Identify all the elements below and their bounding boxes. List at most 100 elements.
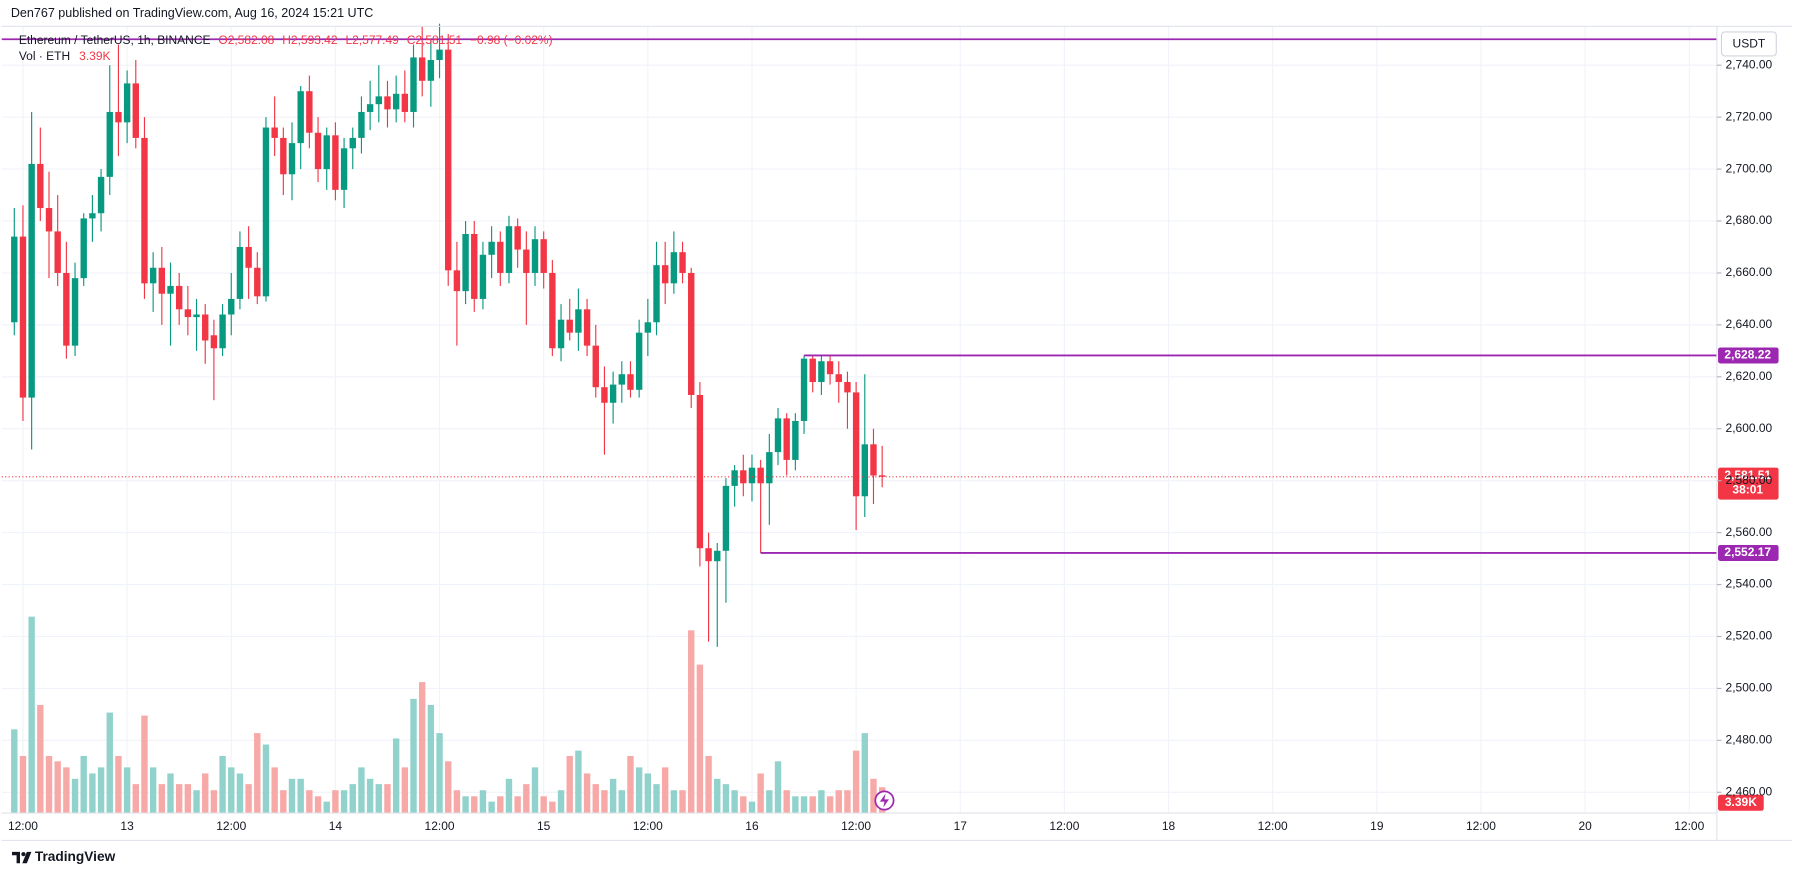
candle-body bbox=[332, 135, 339, 190]
volume-bar bbox=[488, 801, 495, 814]
x-tick-label: 15 bbox=[537, 819, 551, 833]
volume-bar bbox=[63, 767, 70, 814]
candle-body bbox=[175, 285, 183, 310]
candle-body bbox=[54, 231, 61, 273]
candle-body bbox=[731, 470, 738, 486]
last-price-label: 2,581.51 bbox=[1724, 468, 1771, 482]
candle-body bbox=[531, 239, 539, 273]
volume-bar bbox=[696, 664, 704, 814]
candle-body bbox=[601, 387, 608, 403]
candle-body bbox=[89, 213, 96, 219]
candle-body bbox=[679, 252, 686, 273]
volume-bar bbox=[175, 784, 183, 814]
volume-bar bbox=[123, 767, 131, 814]
logo-dot bbox=[21, 852, 26, 857]
candle-body bbox=[167, 285, 174, 294]
candle-body bbox=[401, 93, 409, 112]
volume-bar bbox=[106, 712, 113, 814]
volume-bar bbox=[618, 790, 625, 814]
volume-bar bbox=[705, 755, 712, 814]
volume-bar bbox=[193, 790, 200, 814]
legend-high: H2,593.42 bbox=[282, 33, 338, 47]
candle-body bbox=[462, 233, 469, 292]
volume-bar bbox=[722, 784, 730, 814]
volume-bar bbox=[748, 801, 756, 814]
volume-bar bbox=[262, 744, 270, 814]
candle-body bbox=[748, 467, 756, 484]
candle-body bbox=[141, 137, 148, 284]
candle-body bbox=[271, 127, 278, 138]
countdown-label: 38:01 bbox=[1732, 483, 1763, 497]
candle-body bbox=[549, 272, 556, 349]
volume-bar bbox=[80, 755, 87, 814]
volume-bar bbox=[323, 801, 330, 814]
candle-body bbox=[427, 60, 435, 81]
x-tick-label: 12:00 bbox=[1258, 819, 1288, 833]
candle-body bbox=[740, 470, 747, 484]
candle-body bbox=[566, 319, 573, 333]
volume-bar bbox=[471, 796, 478, 814]
candle-body bbox=[609, 384, 617, 403]
candle-body bbox=[722, 485, 730, 551]
currency-label[interactable]: USDT bbox=[1733, 37, 1766, 51]
volume-bar bbox=[340, 790, 348, 814]
volume-tag-label: 3.39K bbox=[1725, 795, 1757, 809]
candle-body bbox=[878, 475, 886, 477]
x-tick-label: 12:00 bbox=[1674, 819, 1704, 833]
volume-bar bbox=[627, 755, 634, 814]
volume-bar bbox=[809, 796, 816, 814]
candle-body bbox=[323, 135, 330, 170]
y-tick-label: 2,500.00 bbox=[1726, 681, 1773, 695]
price-axis: 2,460.00 2,480.00 2,500.00 2,520.00 2,540.00… bbox=[1716, 57, 1773, 798]
volume-bar bbox=[202, 773, 209, 814]
volume-bar bbox=[401, 767, 409, 814]
candle-body bbox=[28, 163, 35, 398]
volume-bar bbox=[445, 761, 452, 814]
brand: TradingView bbox=[35, 849, 116, 864]
currency-button[interactable] bbox=[1720, 31, 1777, 57]
volume-bar bbox=[644, 773, 652, 814]
candle-body bbox=[471, 233, 478, 299]
candle-body bbox=[384, 96, 391, 110]
y-tick-label: 2,680.00 bbox=[1726, 213, 1773, 227]
x-tick-label: 12:00 bbox=[1466, 819, 1496, 833]
volume-bar bbox=[479, 790, 487, 814]
volume-bar bbox=[549, 801, 556, 814]
candle-body bbox=[523, 249, 530, 273]
volume-bar bbox=[314, 796, 322, 814]
y-tick-label: 2,540.00 bbox=[1726, 577, 1773, 591]
volume-bar bbox=[531, 767, 539, 814]
y-tick-label: 2,580.00 bbox=[1726, 473, 1773, 487]
volume-bar bbox=[288, 778, 296, 814]
x-tick-label: 18 bbox=[1162, 819, 1176, 833]
y-tick-label: 2,720.00 bbox=[1726, 109, 1773, 123]
volume-bar bbox=[601, 790, 608, 814]
volume-bar bbox=[149, 767, 157, 814]
candle-body bbox=[115, 111, 122, 123]
volume-bar bbox=[714, 778, 721, 814]
candle-body bbox=[705, 548, 712, 562]
logo-slash bbox=[22, 851, 32, 864]
candle-body bbox=[37, 163, 44, 209]
volume-bar bbox=[45, 755, 53, 814]
legend-open: O2,582.08 bbox=[218, 33, 274, 47]
volume-bar bbox=[497, 796, 504, 814]
volume-bar bbox=[661, 767, 669, 814]
volume-bar bbox=[271, 767, 278, 814]
volume-bar bbox=[280, 790, 287, 814]
volume-bar bbox=[427, 704, 435, 814]
candle-body bbox=[366, 104, 374, 112]
candle-body bbox=[228, 298, 235, 315]
candle-body bbox=[670, 252, 678, 284]
y-tick-label: 2,640.00 bbox=[1726, 317, 1773, 331]
candle-body bbox=[97, 176, 105, 214]
volume-bar bbox=[592, 784, 599, 814]
volume-bar bbox=[818, 790, 825, 814]
candle-body bbox=[375, 96, 382, 105]
y-tick-label: 2,560.00 bbox=[1726, 525, 1773, 539]
volume-bar bbox=[635, 767, 643, 814]
candle-body bbox=[340, 148, 348, 190]
volume-pane bbox=[11, 616, 886, 814]
candle-body bbox=[557, 319, 565, 349]
